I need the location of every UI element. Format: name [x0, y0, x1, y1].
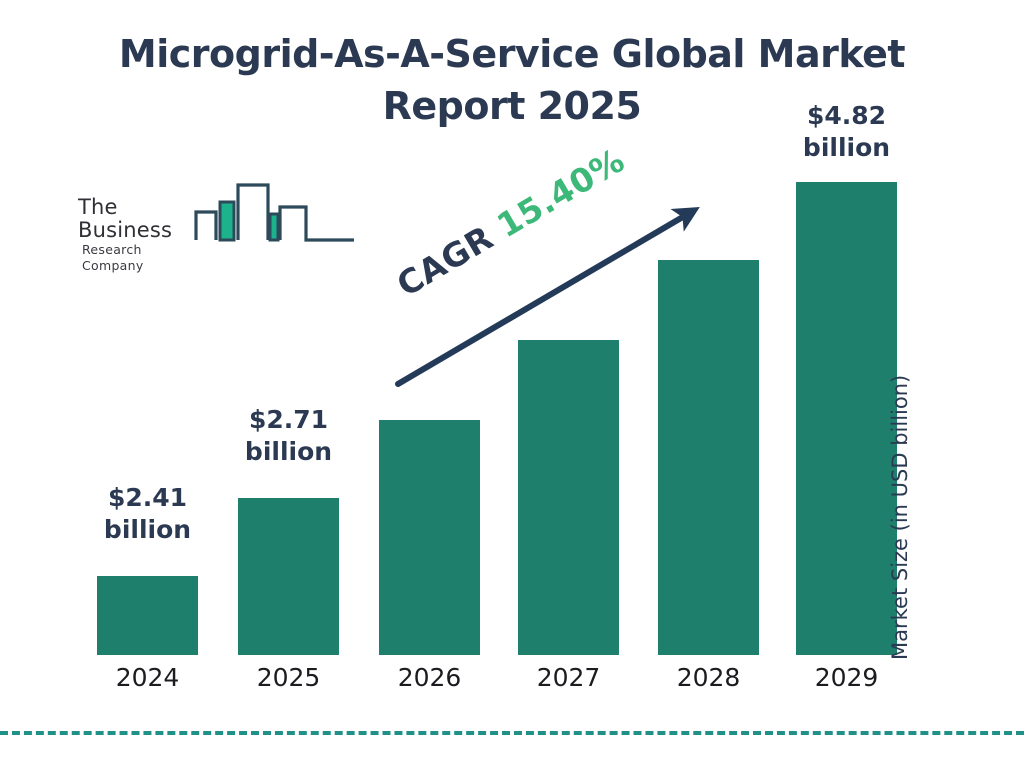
- bar-2028: [658, 260, 759, 655]
- xtick-2029: 2029: [814, 663, 879, 692]
- bar-2029: [796, 182, 897, 655]
- xtick-2026: 2026: [397, 663, 462, 692]
- footer-dashed-rule: [0, 731, 1024, 735]
- company-logo: The Business Research Company: [78, 183, 354, 273]
- bar-value-label-2025: $2.71 billion: [244, 405, 333, 466]
- y-axis-label-text: Market Size (in USD billion): [888, 374, 912, 660]
- bar-2026: [379, 420, 480, 655]
- xtick-2025: 2025: [256, 663, 321, 692]
- bar-value-label-2029: $4.82 billion: [802, 101, 891, 162]
- bar-chart-outline-logo-mark: [194, 182, 364, 259]
- y-axis-label: Market Size (in USD billion): [888, 0, 912, 660]
- xtick-2024: 2024: [115, 663, 180, 692]
- page-title: Microgrid-As-A-Service Global Market Rep…: [118, 32, 906, 128]
- bar-2027: [518, 340, 619, 655]
- cagr-value: 15.40%: [490, 140, 632, 246]
- logo-line-2: Research Company: [82, 242, 144, 273]
- logo-wordmark: The Business Research Company: [78, 196, 206, 274]
- bar-value-label-2024: $2.41 billion: [103, 483, 192, 544]
- cagr-annotation: CAGR 15.40%: [390, 140, 631, 304]
- logo-line-1: The Business: [78, 195, 173, 242]
- bar-2025: [238, 498, 339, 655]
- xtick-2027: 2027: [536, 663, 601, 692]
- xtick-2028: 2028: [676, 663, 741, 692]
- cagr-label: CAGR: [390, 217, 500, 305]
- bar-2024: [97, 576, 198, 655]
